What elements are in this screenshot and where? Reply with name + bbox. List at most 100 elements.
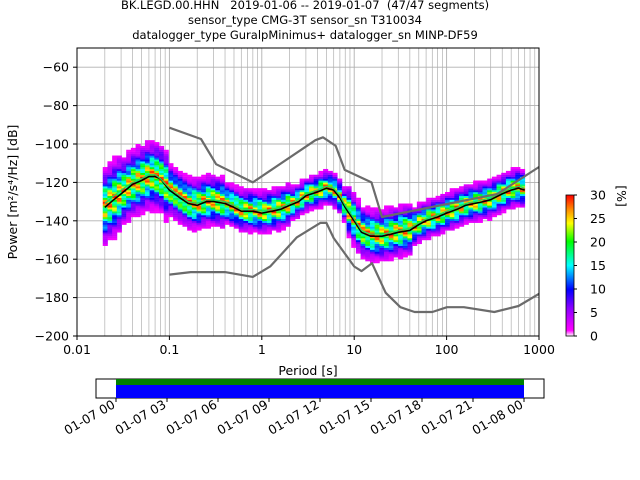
heatmap-cell bbox=[285, 213, 291, 216]
heatmap-cell bbox=[135, 168, 141, 172]
heatmap-cell bbox=[515, 168, 521, 172]
heatmap-cell bbox=[280, 195, 286, 198]
heatmap-cell bbox=[487, 178, 493, 181]
heatmap-cell bbox=[346, 197, 352, 200]
heatmap-cell bbox=[102, 176, 108, 179]
heatmap-cell bbox=[402, 236, 408, 239]
heatmap-cell bbox=[416, 230, 422, 233]
heatmap-cell bbox=[332, 180, 338, 183]
heatmap-cell bbox=[159, 161, 165, 164]
heatmap-cell bbox=[487, 188, 493, 191]
heatmap-cell bbox=[313, 207, 319, 210]
heatmap-cell bbox=[379, 245, 385, 248]
heatmap-cell bbox=[384, 259, 390, 262]
heatmap-cell bbox=[182, 207, 188, 210]
heatmap-cell bbox=[116, 192, 122, 195]
heatmap-cell bbox=[505, 170, 512, 173]
heatmap-cell bbox=[351, 243, 357, 246]
heatmap-cell bbox=[491, 180, 497, 183]
heatmap-cell bbox=[280, 216, 286, 220]
heatmap-cell bbox=[393, 211, 399, 214]
heatmap-cell bbox=[112, 195, 118, 198]
x-tick-label: 10 bbox=[346, 342, 362, 357]
colorbar-gradient bbox=[565, 194, 575, 337]
heatmap-cell bbox=[477, 197, 483, 200]
heatmap-cell bbox=[144, 142, 151, 145]
heatmap-cell bbox=[149, 172, 155, 175]
heatmap-cell bbox=[224, 220, 230, 223]
heatmap-cell bbox=[229, 220, 235, 223]
heatmap-cell bbox=[285, 193, 291, 197]
heatmap-cell bbox=[393, 218, 399, 221]
heatmap-cell bbox=[496, 178, 502, 181]
y-tick-label: −160 bbox=[35, 252, 69, 267]
heatmap-cell bbox=[463, 186, 469, 189]
heatmap-cell bbox=[519, 180, 526, 183]
heatmap-cell bbox=[248, 193, 254, 197]
heatmap-cell bbox=[332, 174, 338, 177]
heatmap-cell bbox=[196, 213, 202, 216]
heatmap-cell bbox=[449, 224, 455, 227]
heatmap-cell bbox=[140, 155, 146, 158]
heatmap-cell bbox=[191, 211, 197, 214]
heatmap-cell bbox=[505, 205, 512, 208]
heatmap-cell bbox=[173, 174, 179, 177]
heatmap-cell bbox=[196, 180, 202, 183]
heatmap-cell bbox=[215, 190, 221, 193]
heatmap-cell bbox=[210, 195, 216, 198]
heatmap-cell bbox=[416, 240, 422, 243]
heatmap-cell bbox=[313, 186, 319, 189]
heatmap-cell bbox=[323, 172, 329, 175]
heatmap-cell bbox=[365, 205, 371, 208]
heatmap-cell bbox=[309, 201, 315, 204]
heatmap-cell bbox=[168, 211, 174, 214]
heatmap-cell bbox=[177, 211, 183, 214]
heatmap-cell bbox=[449, 203, 455, 206]
heatmap-cell bbox=[487, 182, 493, 185]
heatmap-cell bbox=[224, 184, 230, 187]
heatmap-cell bbox=[191, 220, 197, 223]
heatmap-cell bbox=[374, 211, 380, 214]
heatmap-cell bbox=[177, 203, 183, 206]
heatmap-cell bbox=[351, 205, 357, 208]
heatmap-cell bbox=[126, 192, 132, 195]
heatmap-cell bbox=[505, 172, 512, 175]
heatmap-cell bbox=[266, 232, 272, 235]
heatmap-cell bbox=[346, 228, 352, 231]
heatmap-cell bbox=[191, 209, 197, 212]
heatmap-cell bbox=[262, 203, 268, 206]
heatmap-cell bbox=[229, 184, 235, 187]
heatmap-cell bbox=[187, 205, 193, 208]
heatmap-cell bbox=[416, 224, 422, 227]
heatmap-cell bbox=[173, 209, 179, 212]
heatmap-cell bbox=[468, 216, 474, 220]
y-tick-label: −100 bbox=[35, 137, 69, 152]
heatmap-cell bbox=[327, 182, 333, 185]
heatmap-cell bbox=[191, 215, 197, 218]
heatmap-cell bbox=[360, 241, 366, 245]
heatmap-cell bbox=[393, 251, 399, 254]
heatmap-cell bbox=[323, 182, 329, 185]
heatmap-cell bbox=[140, 153, 146, 156]
heatmap-cell bbox=[430, 199, 437, 202]
heatmap-cell bbox=[112, 201, 118, 204]
heatmap-cell bbox=[355, 230, 362, 233]
timeline-tick-label: 01-07 03 bbox=[112, 397, 168, 438]
heatmap-cell bbox=[191, 184, 197, 187]
heatmap-cell bbox=[210, 192, 216, 195]
heatmap-cell bbox=[159, 167, 165, 170]
heatmap-cell bbox=[121, 192, 127, 195]
heatmap-cell bbox=[234, 220, 240, 223]
heatmap-cell bbox=[116, 230, 122, 233]
heatmap-cell bbox=[313, 190, 319, 193]
heatmap-cell bbox=[215, 178, 221, 181]
heatmap-cell bbox=[201, 203, 207, 206]
heatmap-cell bbox=[384, 238, 390, 241]
heatmap-cell bbox=[402, 247, 408, 250]
heatmap-cell bbox=[187, 195, 193, 198]
heatmap-cell bbox=[224, 209, 230, 212]
heatmap-cell bbox=[477, 184, 483, 187]
heatmap-cell bbox=[140, 209, 146, 212]
heatmap-cell bbox=[135, 209, 141, 212]
heatmap-cell bbox=[182, 188, 188, 191]
